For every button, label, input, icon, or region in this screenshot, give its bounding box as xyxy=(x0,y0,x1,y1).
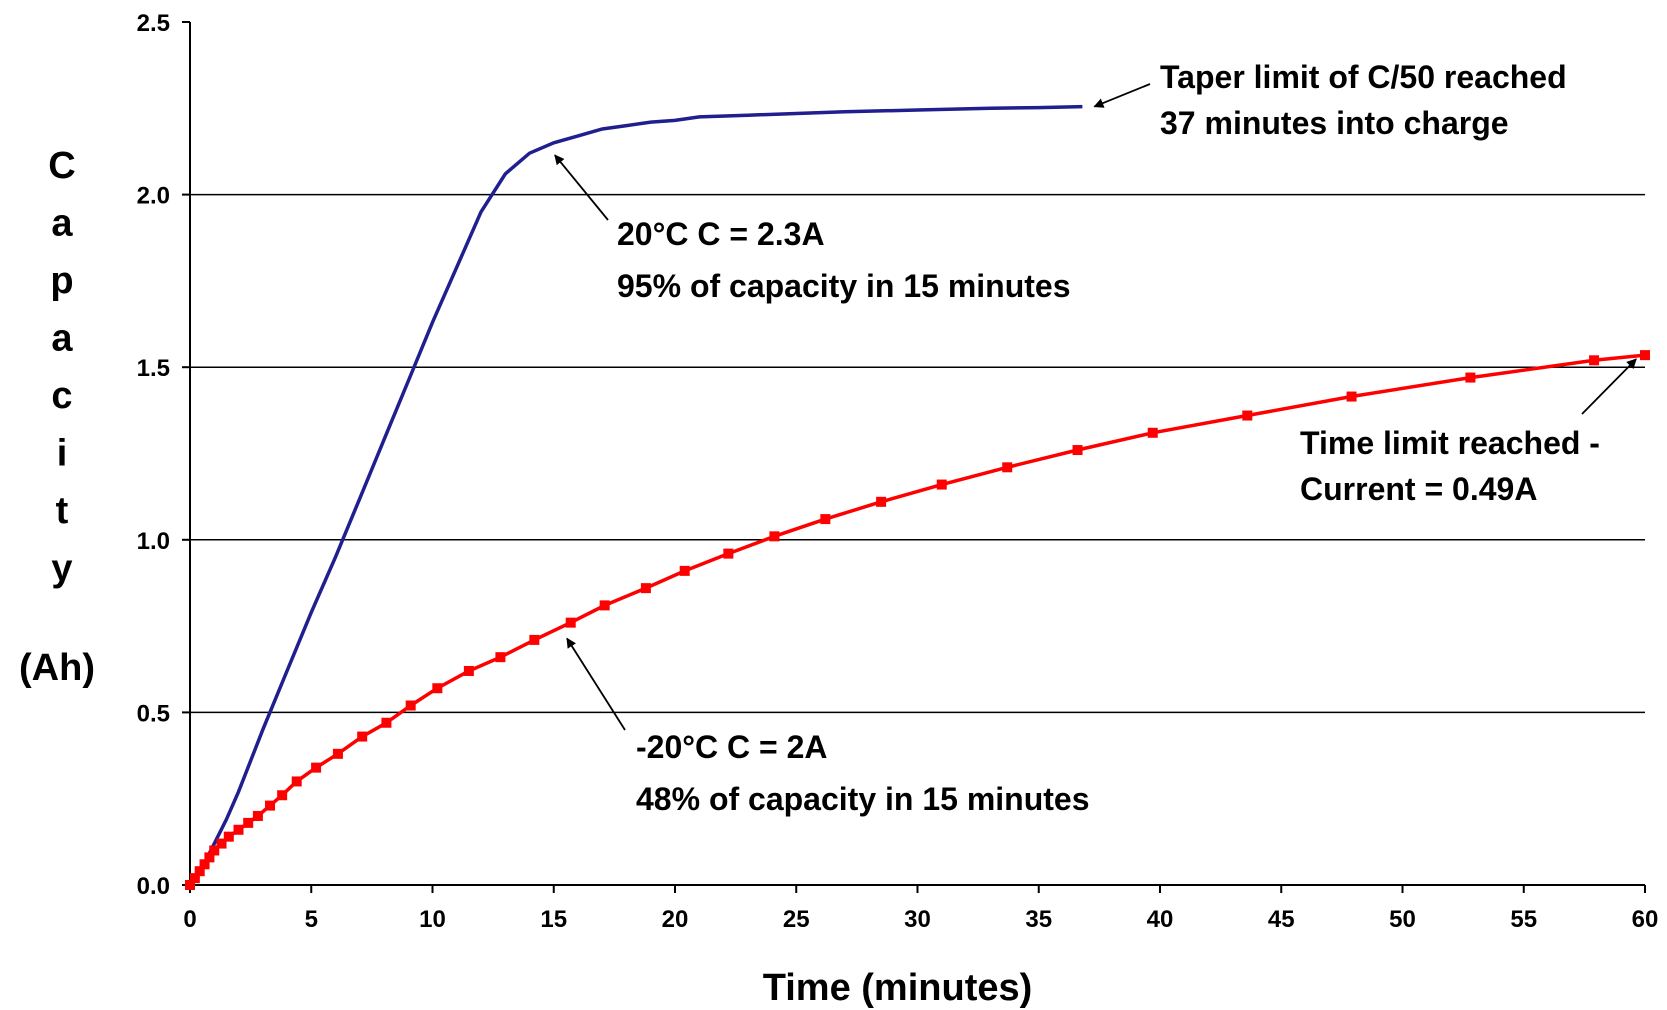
x-tick-label-3: 15 xyxy=(540,906,567,933)
series-1-point-32 xyxy=(1002,462,1013,473)
y-axis-label-letter-1: a xyxy=(51,203,73,245)
series-1-point-37 xyxy=(1465,372,1476,383)
annotation-0-line-0: Taper limit of C/50 reached xyxy=(1160,59,1567,95)
annotation-1-line-0: 20°C C = 2.3A xyxy=(617,216,825,252)
series-1-point-28 xyxy=(769,531,780,542)
series-1-point-20 xyxy=(463,665,474,676)
series-1-point-3 xyxy=(199,859,210,870)
series-1-point-35 xyxy=(1242,410,1253,421)
y-axis-label-letter-4: c xyxy=(51,375,72,417)
series-1-point-12 xyxy=(277,790,288,801)
series-1-point-16 xyxy=(357,731,368,742)
series-1-point-13 xyxy=(291,776,302,787)
y-axis-label-unit: (Ah) xyxy=(19,647,95,689)
series-1-point-39 xyxy=(1640,350,1650,361)
series-line-0 xyxy=(188,104,1083,887)
annotation-3-arrow xyxy=(566,637,626,731)
series-1-point-38 xyxy=(1589,355,1600,366)
annotation-0-line-1: 37 minutes into charge xyxy=(1160,105,1509,141)
y-axis-label-letter-5: i xyxy=(57,433,68,475)
y-axis-label-letter-3: a xyxy=(51,318,73,360)
series-1-point-26 xyxy=(679,565,690,576)
x-tick-label-9: 45 xyxy=(1268,906,1295,933)
series-1-point-25 xyxy=(640,583,651,594)
annotation-3-line-1: 48% of capacity in 15 minutes xyxy=(636,781,1090,817)
series-1-point-11 xyxy=(265,800,276,811)
series-1-point-0 xyxy=(185,880,195,890)
series-1-point-18 xyxy=(405,700,416,711)
annotation-1-line-1: 95% of capacity in 15 minutes xyxy=(617,268,1071,304)
series-1-point-33 xyxy=(1072,445,1083,456)
y-axis-label-letter-7: y xyxy=(51,548,72,590)
annotation-0-arrow xyxy=(1093,83,1151,108)
axes: 0.0 0.5 1.0 1.5 2.0 2.5 0 5 10 15 20 25 30 35 40 45 50 55… xyxy=(137,10,1659,933)
x-tick-label-12: 60 xyxy=(1632,906,1659,933)
series-1-point-21 xyxy=(495,652,506,663)
series-1-point-19 xyxy=(432,683,443,694)
series-1-point-34 xyxy=(1147,427,1158,438)
annotation-2-line-0: Time limit reached - xyxy=(1300,425,1600,461)
x-tick-label-2: 10 xyxy=(419,906,446,933)
x-tick-label-11: 55 xyxy=(1510,906,1537,933)
series-1-point-4 xyxy=(204,852,215,863)
series-1-point-5 xyxy=(209,845,220,856)
annotation-2-line-1: Current = 0.49A xyxy=(1300,471,1537,507)
series-1-point-9 xyxy=(243,817,254,828)
annotation-3-line-0: -20°C C = 2A xyxy=(636,729,828,765)
x-tick-label-7: 35 xyxy=(1025,906,1052,933)
y-tick-label-2: 1.0 xyxy=(137,528,170,555)
series-1-point-10 xyxy=(252,810,263,821)
series-1-point-15 xyxy=(332,748,343,759)
series-1-point-22 xyxy=(529,634,540,645)
series-1-point-6 xyxy=(216,838,227,849)
x-tick-label-10: 50 xyxy=(1389,906,1416,933)
series-1-point-7 xyxy=(223,831,234,842)
annotation-2: Time limit reached - Current = 0.49A xyxy=(1300,358,1637,507)
series-1-point-23 xyxy=(565,617,576,628)
x-axis-label: Time (minutes) xyxy=(763,967,1033,1009)
series-1-point-17 xyxy=(381,717,392,728)
series-1-point-24 xyxy=(599,600,610,611)
annotation-3: -20°C C = 2A 48% of capacity in 15 minute… xyxy=(566,637,1090,817)
series-1-point-31 xyxy=(936,479,947,490)
y-tick-label-0: 0.0 xyxy=(137,873,170,900)
series-1-point-2 xyxy=(194,866,205,877)
annotation-0: Taper limit of C/50 reached 37 minutes in… xyxy=(1093,59,1567,141)
series xyxy=(185,104,1650,890)
x-tick-label-0: 0 xyxy=(183,906,196,933)
annotation-1-arrow xyxy=(554,154,609,221)
series-1-point-14 xyxy=(311,762,322,773)
annotation-2-arrow xyxy=(1581,358,1637,415)
y-tick-label-4: 2.0 xyxy=(137,183,170,210)
series-1-point-27 xyxy=(723,548,734,559)
annotations: Taper limit of C/50 reached 37 minutes in… xyxy=(554,59,1637,817)
series-1-point-30 xyxy=(876,496,887,507)
x-tick-label-8: 40 xyxy=(1147,906,1174,933)
y-tick-label-1: 0.5 xyxy=(137,700,170,727)
y-tick-label-3: 1.5 xyxy=(137,355,170,382)
series-1-point-29 xyxy=(820,514,831,525)
y-axis-label-letter-6: t xyxy=(56,490,69,532)
x-tick-label-6: 30 xyxy=(904,906,931,933)
series-1-point-1 xyxy=(189,873,200,884)
annotation-1: 20°C C = 2.3A 95% of capacity in 15 minut… xyxy=(554,154,1071,304)
series-1-point-8 xyxy=(233,824,244,835)
series-1-point-36 xyxy=(1346,391,1357,402)
grid-lines xyxy=(190,193,1645,714)
x-tick-label-4: 20 xyxy=(662,906,689,933)
y-axis-label-letter-0: C xyxy=(48,145,75,187)
y-tick-label-5: 2.5 xyxy=(137,10,170,37)
y-axis-label-letter-2: p xyxy=(50,260,73,302)
x-tick-label-1: 5 xyxy=(305,906,318,933)
x-tick-label-5: 25 xyxy=(783,906,810,933)
